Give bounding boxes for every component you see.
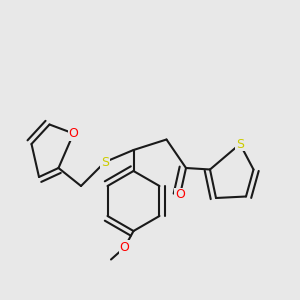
Text: O: O (175, 188, 185, 202)
Text: S: S (236, 137, 244, 151)
Text: O: O (120, 241, 129, 254)
Text: O: O (69, 127, 78, 140)
Text: S: S (101, 155, 109, 169)
